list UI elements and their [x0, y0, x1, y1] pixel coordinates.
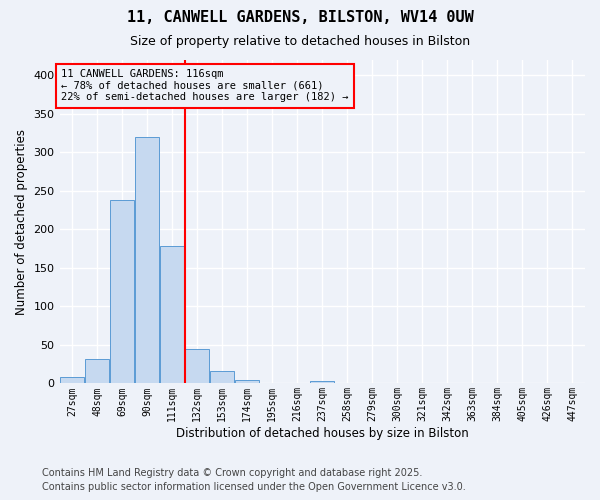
Bar: [160, 246, 184, 384]
Text: Contains HM Land Registry data © Crown copyright and database right 2025.: Contains HM Land Registry data © Crown c…: [42, 468, 422, 477]
X-axis label: Distribution of detached houses by size in Bilston: Distribution of detached houses by size …: [176, 427, 469, 440]
Y-axis label: Number of detached properties: Number of detached properties: [15, 128, 28, 314]
Bar: [210, 371, 234, 384]
Text: Size of property relative to detached houses in Bilston: Size of property relative to detached ho…: [130, 35, 470, 48]
Bar: [235, 380, 259, 384]
Text: 11, CANWELL GARDENS, BILSTON, WV14 0UW: 11, CANWELL GARDENS, BILSTON, WV14 0UW: [127, 10, 473, 25]
Bar: [185, 349, 209, 384]
Bar: [361, 382, 384, 384]
Bar: [310, 381, 334, 384]
Bar: [135, 137, 159, 384]
Bar: [85, 359, 109, 384]
Bar: [110, 200, 134, 384]
Bar: [60, 378, 84, 384]
Bar: [560, 382, 584, 384]
Text: Contains public sector information licensed under the Open Government Licence v3: Contains public sector information licen…: [42, 482, 466, 492]
Text: 11 CANWELL GARDENS: 116sqm
← 78% of detached houses are smaller (661)
22% of sem: 11 CANWELL GARDENS: 116sqm ← 78% of deta…: [61, 69, 348, 102]
